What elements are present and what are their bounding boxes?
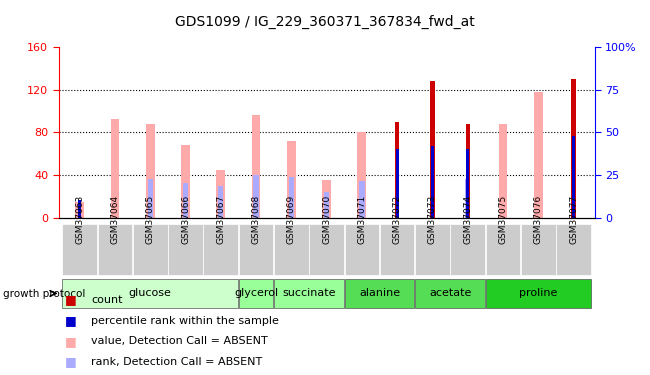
Bar	[98, 224, 132, 274]
Bar	[556, 224, 591, 274]
Text: GDS1099 / IG_229_360371_367834_fwd_at: GDS1099 / IG_229_360371_367834_fwd_at	[175, 15, 475, 29]
Text: GSM37076: GSM37076	[534, 195, 543, 244]
Text: alanine: alanine	[359, 288, 400, 298]
Bar	[62, 224, 97, 274]
Bar	[289, 177, 294, 218]
Text: GSM37068: GSM37068	[252, 195, 261, 244]
Bar	[274, 224, 309, 274]
Text: glucose: glucose	[129, 288, 172, 298]
Text: succinate: succinate	[282, 288, 336, 298]
Bar	[359, 181, 365, 218]
Text: rank, Detection Call = ABSENT: rank, Detection Call = ABSENT	[91, 357, 262, 367]
Text: GSM37064: GSM37064	[111, 195, 120, 244]
Text: GSM37074: GSM37074	[463, 195, 473, 244]
Bar	[395, 122, 399, 218]
Bar	[324, 192, 330, 217]
Bar	[309, 224, 344, 274]
Text: growth protocol: growth protocol	[3, 289, 86, 298]
Text: ■: ■	[65, 314, 77, 327]
Text: GSM37077: GSM37077	[569, 195, 578, 244]
Text: percentile rank within the sample: percentile rank within the sample	[91, 316, 279, 326]
Bar	[450, 224, 485, 274]
Bar	[431, 146, 434, 218]
Text: GSM37069: GSM37069	[287, 195, 296, 244]
Bar	[344, 224, 379, 274]
Bar	[239, 279, 274, 308]
Bar	[358, 132, 367, 218]
Bar	[252, 115, 261, 218]
Bar	[148, 179, 153, 218]
Bar	[239, 224, 274, 274]
Bar	[133, 224, 168, 274]
Bar	[572, 136, 575, 218]
Text: acetate: acetate	[429, 288, 471, 298]
Text: glycerol: glycerol	[234, 288, 278, 298]
Text: GSM37072: GSM37072	[393, 195, 402, 244]
Bar	[183, 183, 188, 218]
Bar	[322, 180, 331, 218]
Bar	[78, 200, 81, 217]
Bar	[486, 224, 520, 274]
Bar	[499, 124, 508, 218]
Bar	[75, 201, 84, 217]
Bar	[486, 279, 591, 308]
Bar	[344, 279, 415, 308]
Text: GSM37067: GSM37067	[216, 195, 226, 244]
Bar	[111, 119, 120, 218]
Bar	[274, 279, 344, 308]
Bar	[218, 186, 224, 218]
Bar	[465, 124, 470, 218]
Text: count: count	[91, 295, 122, 305]
Text: GSM37065: GSM37065	[146, 195, 155, 244]
Bar	[216, 170, 225, 217]
Bar	[62, 279, 238, 308]
Bar	[415, 224, 450, 274]
Bar	[430, 81, 435, 218]
Bar	[521, 224, 556, 274]
Bar	[146, 124, 155, 218]
Text: ■: ■	[65, 335, 77, 348]
Bar	[168, 224, 203, 274]
Text: ■: ■	[65, 356, 77, 368]
Text: ■: ■	[65, 294, 77, 306]
Text: proline: proline	[519, 288, 558, 298]
Bar	[534, 92, 543, 218]
Text: GSM37070: GSM37070	[322, 195, 331, 244]
Bar	[380, 224, 415, 274]
Text: GSM37075: GSM37075	[499, 195, 508, 244]
Bar	[287, 141, 296, 218]
Bar	[466, 149, 469, 217]
Bar	[571, 79, 576, 218]
Text: value, Detection Call = ABSENT: value, Detection Call = ABSENT	[91, 336, 268, 346]
Bar	[396, 149, 398, 217]
Bar	[415, 279, 485, 308]
Text: GSM37071: GSM37071	[358, 195, 367, 244]
Text: GSM37066: GSM37066	[181, 195, 190, 244]
Text: GSM37073: GSM37073	[428, 195, 437, 244]
Bar	[465, 179, 471, 218]
Bar	[254, 175, 259, 217]
Bar	[181, 145, 190, 218]
Text: GSM37063: GSM37063	[75, 195, 84, 244]
Bar	[203, 224, 238, 274]
